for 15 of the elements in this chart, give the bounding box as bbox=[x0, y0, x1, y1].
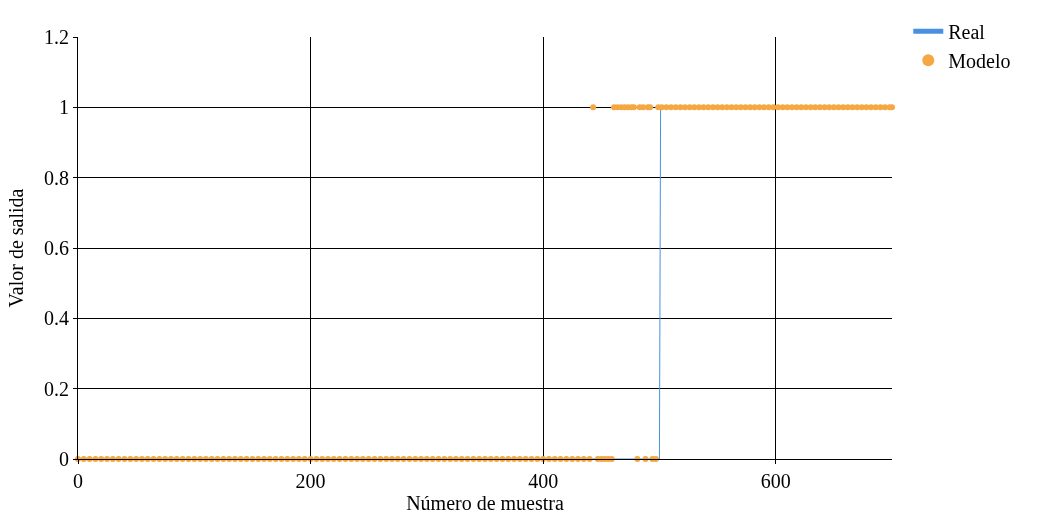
x-tick-label: 400 bbox=[528, 470, 559, 492]
legend-label: Modelo bbox=[948, 49, 1011, 72]
y-tick-label: 0.6 bbox=[44, 237, 69, 259]
x-tick-label: 200 bbox=[295, 470, 326, 492]
y-tick-label: 0.8 bbox=[44, 166, 69, 189]
y-tick-label: 1.2 bbox=[44, 26, 69, 48]
x-axis-title: Número de muestra bbox=[406, 492, 564, 514]
legend-label: Real bbox=[948, 20, 986, 43]
y-tick-label: 0.2 bbox=[44, 377, 69, 400]
y-tick-label: 0 bbox=[59, 448, 69, 470]
y-tick-label: 0.4 bbox=[44, 307, 69, 330]
y-axis-title: Valor de salida bbox=[4, 188, 27, 308]
y-tick-label: 1 bbox=[59, 96, 69, 119]
x-tick-label: 600 bbox=[760, 470, 791, 492]
x-tick-label: 0 bbox=[73, 470, 83, 492]
